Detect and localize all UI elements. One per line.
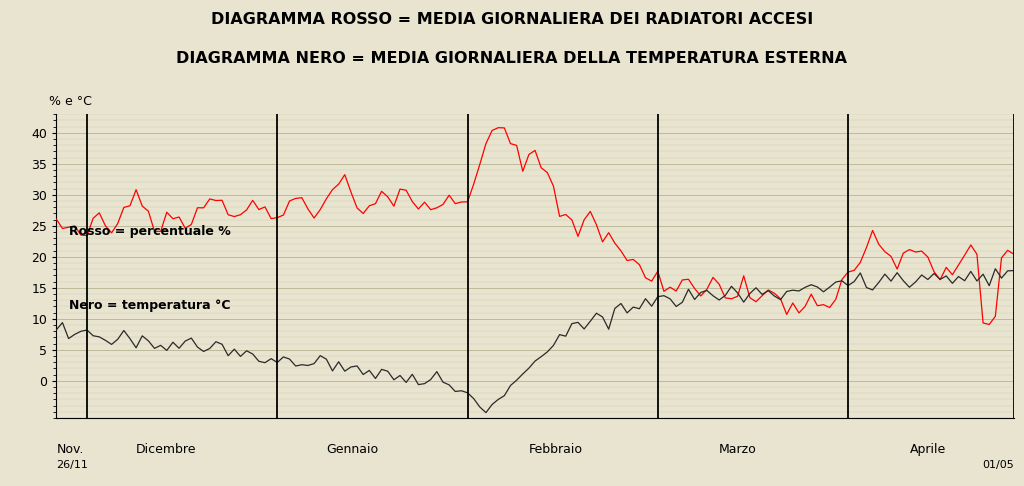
Text: Gennaio: Gennaio — [327, 443, 379, 456]
Text: Aprile: Aprile — [909, 443, 946, 456]
Text: DIAGRAMMA ROSSO = MEDIA GIORNALIERA DEI RADIATORI ACCESI: DIAGRAMMA ROSSO = MEDIA GIORNALIERA DEI … — [211, 12, 813, 27]
Text: Rosso = percentuale %: Rosso = percentuale % — [69, 225, 230, 238]
Text: Nero = temperatura °C: Nero = temperatura °C — [69, 299, 230, 312]
Text: 01/05: 01/05 — [982, 460, 1014, 469]
Text: 26/11: 26/11 — [56, 460, 88, 469]
Text: Febbraio: Febbraio — [529, 443, 583, 456]
Text: Dicembre: Dicembre — [136, 443, 197, 456]
Text: % e °C: % e °C — [49, 95, 92, 108]
Text: Marzo: Marzo — [719, 443, 757, 456]
Text: Nov.: Nov. — [56, 443, 84, 456]
Text: DIAGRAMMA NERO = MEDIA GIORNALIERA DELLA TEMPERATURA ESTERNA: DIAGRAMMA NERO = MEDIA GIORNALIERA DELLA… — [176, 51, 848, 66]
